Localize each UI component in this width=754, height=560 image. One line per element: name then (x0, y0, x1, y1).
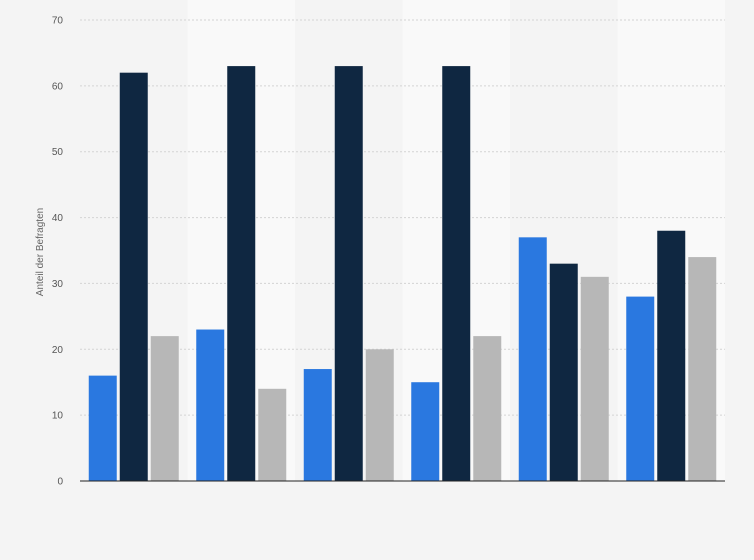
y-tick-label-0: 0 (57, 477, 63, 488)
bar-group-1-series-1[interactable] (88, 375, 117, 481)
bar-group-6-series-2[interactable] (657, 230, 686, 481)
bar-group-3-series-2[interactable] (334, 66, 363, 481)
bar-group-6-series-3[interactable] (688, 257, 717, 481)
y-axis-label: Anteil der Befragten (35, 208, 46, 296)
bar-group-2-series-3[interactable] (258, 388, 287, 481)
bar-group-3-series-3[interactable] (365, 349, 394, 481)
gridlines (80, 19, 725, 416)
bar-group-4-series-3[interactable] (473, 336, 502, 481)
bars (88, 66, 717, 481)
y-tick-label-30: 30 (52, 279, 64, 290)
bar-group-2-series-2[interactable] (227, 66, 256, 481)
y-axis-ticks: 0 10 20 30 40 50 60 70 (52, 16, 64, 488)
bar-group-1-series-3[interactable] (150, 336, 179, 481)
bar-group-2-series-1[interactable] (196, 329, 225, 481)
y-tick-label-60: 60 (52, 81, 64, 92)
bar-group-4-series-2[interactable] (442, 66, 471, 481)
bar-group-5-series-3[interactable] (580, 276, 609, 481)
y-tick-label-40: 40 (52, 213, 64, 224)
bar-group-3-series-1[interactable] (303, 369, 332, 481)
y-tick-label-20: 20 (52, 345, 64, 356)
bar-group-6-series-1[interactable] (626, 296, 655, 481)
bar-group-5-series-2[interactable] (549, 263, 578, 481)
y-tick-label-50: 50 (52, 147, 64, 158)
bar-group-4-series-1[interactable] (411, 382, 440, 481)
y-tick-label-70: 70 (52, 16, 64, 27)
bar-group-5-series-1[interactable] (518, 237, 547, 481)
bar-group-1-series-2[interactable] (119, 72, 148, 481)
y-tick-label-10: 10 (52, 411, 64, 422)
